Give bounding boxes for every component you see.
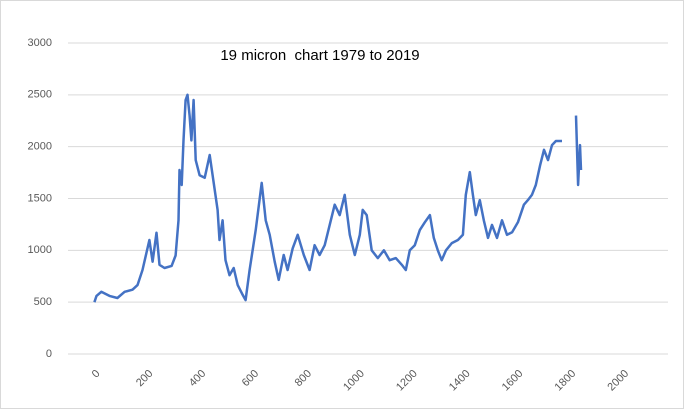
y-tick-label: 3000 (28, 37, 52, 49)
y-tick-label: 1500 (28, 192, 52, 204)
y-tick-label: 500 (34, 296, 52, 308)
y-tick-label: 1000 (28, 244, 52, 256)
chart-title: 19 micron chart 1979 to 2019 (220, 47, 419, 64)
data-line (93, 93, 583, 303)
y-tick-label: 2000 (28, 141, 52, 153)
y-tick-label: 2500 (28, 89, 52, 101)
y-tick-label: 0 (46, 348, 52, 360)
